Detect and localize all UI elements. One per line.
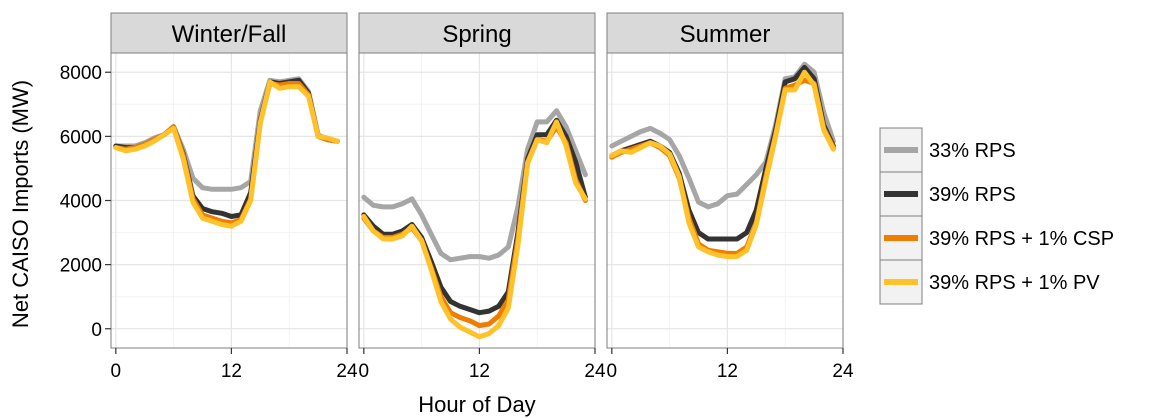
panel-title: Winter/Fall bbox=[172, 21, 287, 48]
series-line-39-rps-1-pv bbox=[361, 119, 588, 340]
y-tick-label: 8000 bbox=[60, 63, 102, 84]
legend-label: 39% RPS + 1% CSP bbox=[929, 228, 1114, 250]
panel-border bbox=[358, 52, 596, 349]
legend-item: 39% RPS + 1% PV bbox=[879, 259, 1100, 305]
y-tick-label: 2000 bbox=[60, 256, 102, 277]
legend: 33% RPS 39% RPS 39% RPS + 1% CSP 39% RPS + … bbox=[879, 127, 1114, 305]
legend-label: 39% RPS bbox=[929, 184, 1016, 206]
y-tick-label: 6000 bbox=[60, 127, 102, 148]
y-tick-label: 4000 bbox=[60, 192, 102, 213]
series-line-33-rps bbox=[361, 108, 588, 263]
legend-label: 33% RPS bbox=[929, 140, 1016, 162]
legend-item: 33% RPS bbox=[879, 127, 1016, 173]
x-tick-label: 0 bbox=[359, 361, 370, 382]
panel-winter-fall: Winter/Fall 0 12 24 0 2000 4000 6000 8000 bbox=[60, 12, 358, 382]
legend-label: 39% RPS + 1% PV bbox=[929, 272, 1100, 294]
series-line-39-rps bbox=[361, 117, 588, 316]
y-tick-label: 0 bbox=[91, 320, 102, 341]
series-line-39-rps-1-pv bbox=[609, 69, 836, 260]
panel-strip bbox=[110, 12, 348, 54]
panel-summer: Summer 0 12 24 bbox=[606, 12, 854, 382]
x-axis-label: Hour of Day bbox=[418, 392, 535, 417]
panel-strip bbox=[606, 12, 844, 54]
x-tick-label: 24 bbox=[584, 361, 606, 382]
x-tick-label: 24 bbox=[336, 361, 358, 382]
y-axis-label: Net CAISO Imports (MW) bbox=[8, 80, 33, 328]
x-tick-label: 0 bbox=[607, 361, 618, 382]
x-tick-label: 12 bbox=[717, 361, 738, 382]
x-tick-label: 0 bbox=[111, 361, 122, 382]
panel-title: Spring bbox=[442, 21, 511, 48]
x-tick-label: 12 bbox=[469, 361, 490, 382]
x-tick-label: 12 bbox=[221, 361, 242, 382]
series-line-39-rps-1-pv bbox=[113, 79, 340, 229]
panel-border bbox=[606, 52, 844, 349]
legend-item: 39% RPS bbox=[879, 171, 1016, 217]
panel-title: Summer bbox=[680, 21, 771, 48]
legend-item: 39% RPS + 1% CSP bbox=[879, 215, 1114, 261]
x-tick-label: 24 bbox=[832, 361, 854, 382]
panel-spring: Spring 0 12 24 bbox=[358, 12, 606, 382]
